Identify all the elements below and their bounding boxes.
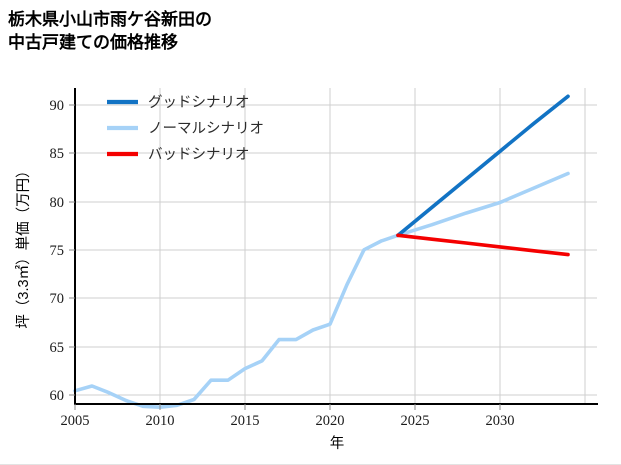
- legend-item-normal[interactable]: ノーマルシナリオ: [107, 121, 264, 137]
- legend-label-good: グッドシナリオ: [148, 94, 250, 111]
- x-tick-label: 2025: [401, 413, 430, 429]
- chart-legend: グッドシナリオ ノーマルシナリオ バッドシナリオ: [107, 94, 264, 163]
- legend-label-normal: ノーマルシナリオ: [148, 121, 264, 137]
- y-axis-title: 坪（3.3㎡）単価（万円）: [15, 163, 32, 328]
- y-tick-label: 90: [50, 98, 65, 114]
- x-tick-label: 2005: [61, 413, 90, 429]
- x-tick-label: 2015: [231, 413, 260, 429]
- legend-label-bad: バッドシナリオ: [148, 147, 250, 163]
- y-tick-label: 80: [50, 195, 65, 211]
- y-tick-label: 70: [50, 291, 65, 307]
- legend-item-good[interactable]: グッドシナリオ: [107, 94, 250, 111]
- legend-item-bad[interactable]: バッドシナリオ: [107, 147, 250, 163]
- series-line-bad: [396, 233, 570, 257]
- y-tick-label: 65: [50, 340, 65, 356]
- series-line-normal: [73, 171, 570, 410]
- x-tick-label: 2010: [146, 413, 175, 429]
- y-tick-label: 75: [50, 243, 65, 259]
- series-line-good: [396, 94, 570, 238]
- x-tick-label: 2020: [316, 413, 345, 429]
- page-title: 栃木県小山市雨ケ谷新田の 中古戸建ての価格推移: [8, 10, 212, 53]
- x-axis-tick-labels: 2005 2010 2015 2020 2025 2030: [61, 413, 515, 429]
- y-tick-label: 85: [50, 146, 65, 162]
- horizontal-gridlines: [75, 104, 597, 396]
- x-axis-title: 年: [330, 435, 345, 452]
- y-tick-label: 60: [50, 388, 65, 404]
- y-tickmarks: [69, 104, 75, 396]
- y-axis-tick-labels: 90 85 80 75 70 65 60: [50, 98, 65, 404]
- x-tick-label: 2030: [486, 413, 515, 429]
- x-tickmarks: [74, 404, 501, 410]
- axis-spines: [73, 88, 598, 406]
